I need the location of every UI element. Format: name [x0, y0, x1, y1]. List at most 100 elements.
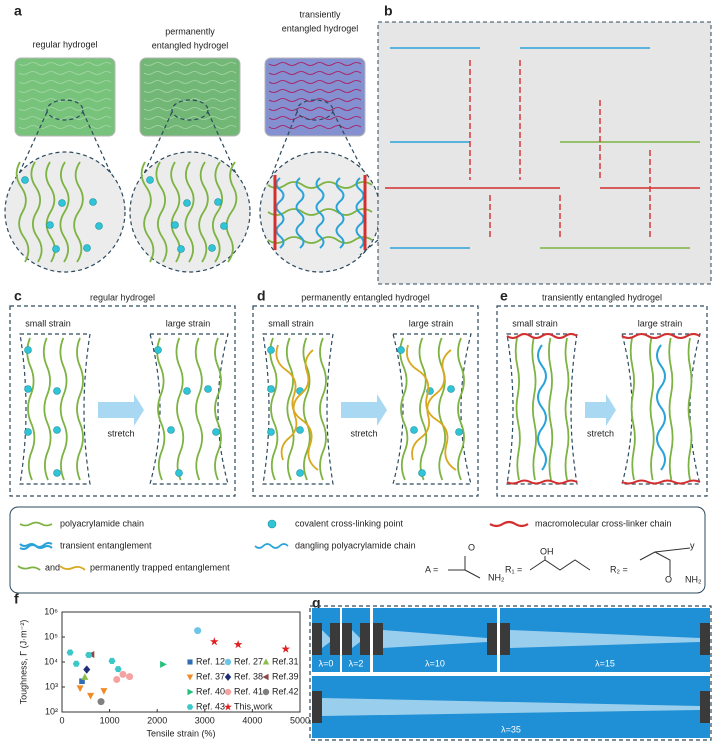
- zoom-spot: [171, 99, 209, 121]
- legend-label: Ref. 27: [234, 656, 263, 666]
- y-tick-label: 10²: [45, 706, 58, 716]
- chain: [537, 344, 547, 471]
- chem-group: OH: [540, 546, 554, 556]
- crosslink: [418, 469, 426, 477]
- strain-label: small strain: [25, 318, 71, 328]
- zoom-spot: [296, 99, 334, 121]
- chem-group: NH₂: [488, 572, 505, 582]
- legend-label: Ref. 38: [234, 671, 263, 681]
- chain: [267, 236, 373, 244]
- zoom-spot: [46, 99, 84, 121]
- chain: [621, 333, 701, 339]
- point: [233, 639, 243, 649]
- chain: [170, 161, 181, 263]
- chain: [76, 337, 84, 481]
- caption: regular hydrogel: [32, 39, 97, 49]
- formula: R₂ =: [610, 564, 628, 574]
- lambda-label: λ=0: [319, 658, 334, 668]
- specimen: [506, 333, 578, 485]
- stretched-gel: [383, 630, 487, 648]
- legend-marker: [187, 688, 194, 696]
- chain: [411, 349, 452, 461]
- legend-label: Ref. 43: [196, 701, 225, 711]
- chain: [18, 116, 112, 120]
- panel-label: f: [14, 591, 19, 607]
- arrow-label: stretch: [587, 428, 614, 438]
- chain: [355, 177, 365, 249]
- stretch-arrow: [341, 394, 387, 426]
- chain: [143, 80, 237, 84]
- chain: [564, 337, 570, 481]
- chain: [18, 89, 112, 93]
- panel-title: regular hydrogel: [90, 292, 155, 302]
- chain: [18, 62, 112, 66]
- crosslink: [267, 428, 275, 436]
- point: [85, 652, 93, 659]
- specimen: [19, 333, 91, 485]
- legend-text: transient entanglement: [60, 540, 152, 550]
- stretched-gel: [352, 630, 360, 648]
- crosslink: [53, 426, 61, 434]
- y-tick-label: 10³: [45, 681, 58, 691]
- clamp: [312, 623, 322, 655]
- caption: entangled hydrogel: [282, 23, 359, 33]
- chain: [268, 125, 362, 129]
- chain: [687, 337, 693, 481]
- chain: [19, 541, 53, 551]
- chain: [548, 337, 554, 481]
- chain: [18, 107, 112, 111]
- point: [194, 627, 202, 635]
- caption: transiently: [299, 9, 341, 19]
- point: [160, 660, 167, 668]
- chain: [275, 177, 285, 249]
- crosslink: [46, 221, 54, 229]
- chain: [73, 161, 84, 263]
- legend-marker: [262, 658, 270, 665]
- chain: [30, 161, 43, 263]
- crosslink: [220, 222, 228, 230]
- crosslink: [89, 198, 97, 206]
- chain: [143, 62, 237, 66]
- chain: [225, 161, 238, 263]
- legend-label: Ref.31: [272, 656, 299, 666]
- clamp: [500, 623, 510, 655]
- caption: entangled hydrogel: [152, 40, 229, 50]
- chain: [143, 89, 237, 93]
- chain: [17, 565, 41, 571]
- panel-title: permanently entangled hydrogel: [301, 292, 430, 302]
- chain: [15, 161, 30, 263]
- x-tick-label: 5000: [290, 715, 310, 725]
- crosslink: [52, 245, 60, 253]
- x-tick-label: 1000: [100, 715, 120, 725]
- stretch-arrow: [98, 394, 144, 426]
- chain: [143, 107, 237, 111]
- point: [97, 698, 105, 706]
- chain: [268, 116, 362, 120]
- chain: [26, 337, 36, 481]
- point: [79, 678, 85, 685]
- chem-group: O: [468, 542, 475, 552]
- strain-label: small strain: [512, 318, 558, 328]
- legend-label: Ref. 41: [234, 686, 263, 696]
- hydrogel-cube: [264, 57, 366, 137]
- legend-label: Ref. 37: [196, 671, 225, 681]
- point: [114, 666, 122, 673]
- chain: [621, 479, 701, 485]
- crosslink: [154, 346, 162, 354]
- crosslink: [183, 199, 191, 207]
- panel-label: b: [384, 3, 393, 19]
- crosslink: [53, 387, 61, 395]
- point: [66, 649, 74, 656]
- panel-label: e: [500, 288, 508, 304]
- chain: [42, 337, 52, 481]
- chain: [268, 107, 362, 111]
- chain: [18, 80, 112, 84]
- point: [113, 675, 121, 683]
- legend-text: covalent cross-linking point: [295, 518, 404, 528]
- crosslink: [21, 176, 29, 184]
- chain: [514, 337, 521, 481]
- point: [108, 657, 116, 664]
- point: [72, 660, 80, 667]
- zoom-line: [332, 111, 379, 201]
